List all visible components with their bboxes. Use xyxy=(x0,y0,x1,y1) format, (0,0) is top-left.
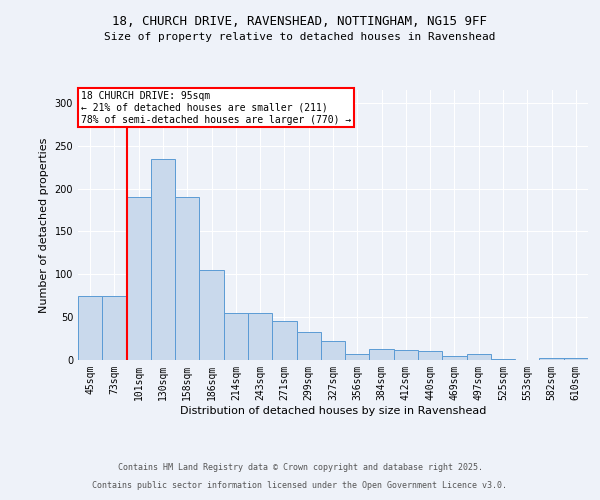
Bar xyxy=(491,359,515,360)
Text: Contains HM Land Registry data © Crown copyright and database right 2025.: Contains HM Land Registry data © Crown c… xyxy=(118,464,482,472)
Bar xyxy=(78,296,102,360)
Bar xyxy=(442,356,467,360)
Bar xyxy=(199,270,224,360)
Bar xyxy=(467,354,491,360)
Bar xyxy=(539,358,564,360)
Bar xyxy=(321,341,345,360)
Bar xyxy=(418,352,442,360)
Bar xyxy=(370,349,394,360)
Bar xyxy=(345,354,370,360)
Text: 18 CHURCH DRIVE: 95sqm
← 21% of detached houses are smaller (211)
78% of semi-de: 18 CHURCH DRIVE: 95sqm ← 21% of detached… xyxy=(80,92,351,124)
Text: 18, CHURCH DRIVE, RAVENSHEAD, NOTTINGHAM, NG15 9FF: 18, CHURCH DRIVE, RAVENSHEAD, NOTTINGHAM… xyxy=(113,15,487,28)
Bar xyxy=(394,350,418,360)
Bar xyxy=(224,313,248,360)
Bar xyxy=(564,358,588,360)
Bar xyxy=(272,322,296,360)
Text: Contains public sector information licensed under the Open Government Licence v3: Contains public sector information licen… xyxy=(92,481,508,490)
Bar xyxy=(296,332,321,360)
Bar xyxy=(151,158,175,360)
Text: Size of property relative to detached houses in Ravenshead: Size of property relative to detached ho… xyxy=(104,32,496,42)
Y-axis label: Number of detached properties: Number of detached properties xyxy=(39,138,49,312)
Bar xyxy=(175,197,199,360)
Bar xyxy=(127,197,151,360)
Bar xyxy=(102,296,127,360)
Bar xyxy=(248,313,272,360)
X-axis label: Distribution of detached houses by size in Ravenshead: Distribution of detached houses by size … xyxy=(180,406,486,415)
